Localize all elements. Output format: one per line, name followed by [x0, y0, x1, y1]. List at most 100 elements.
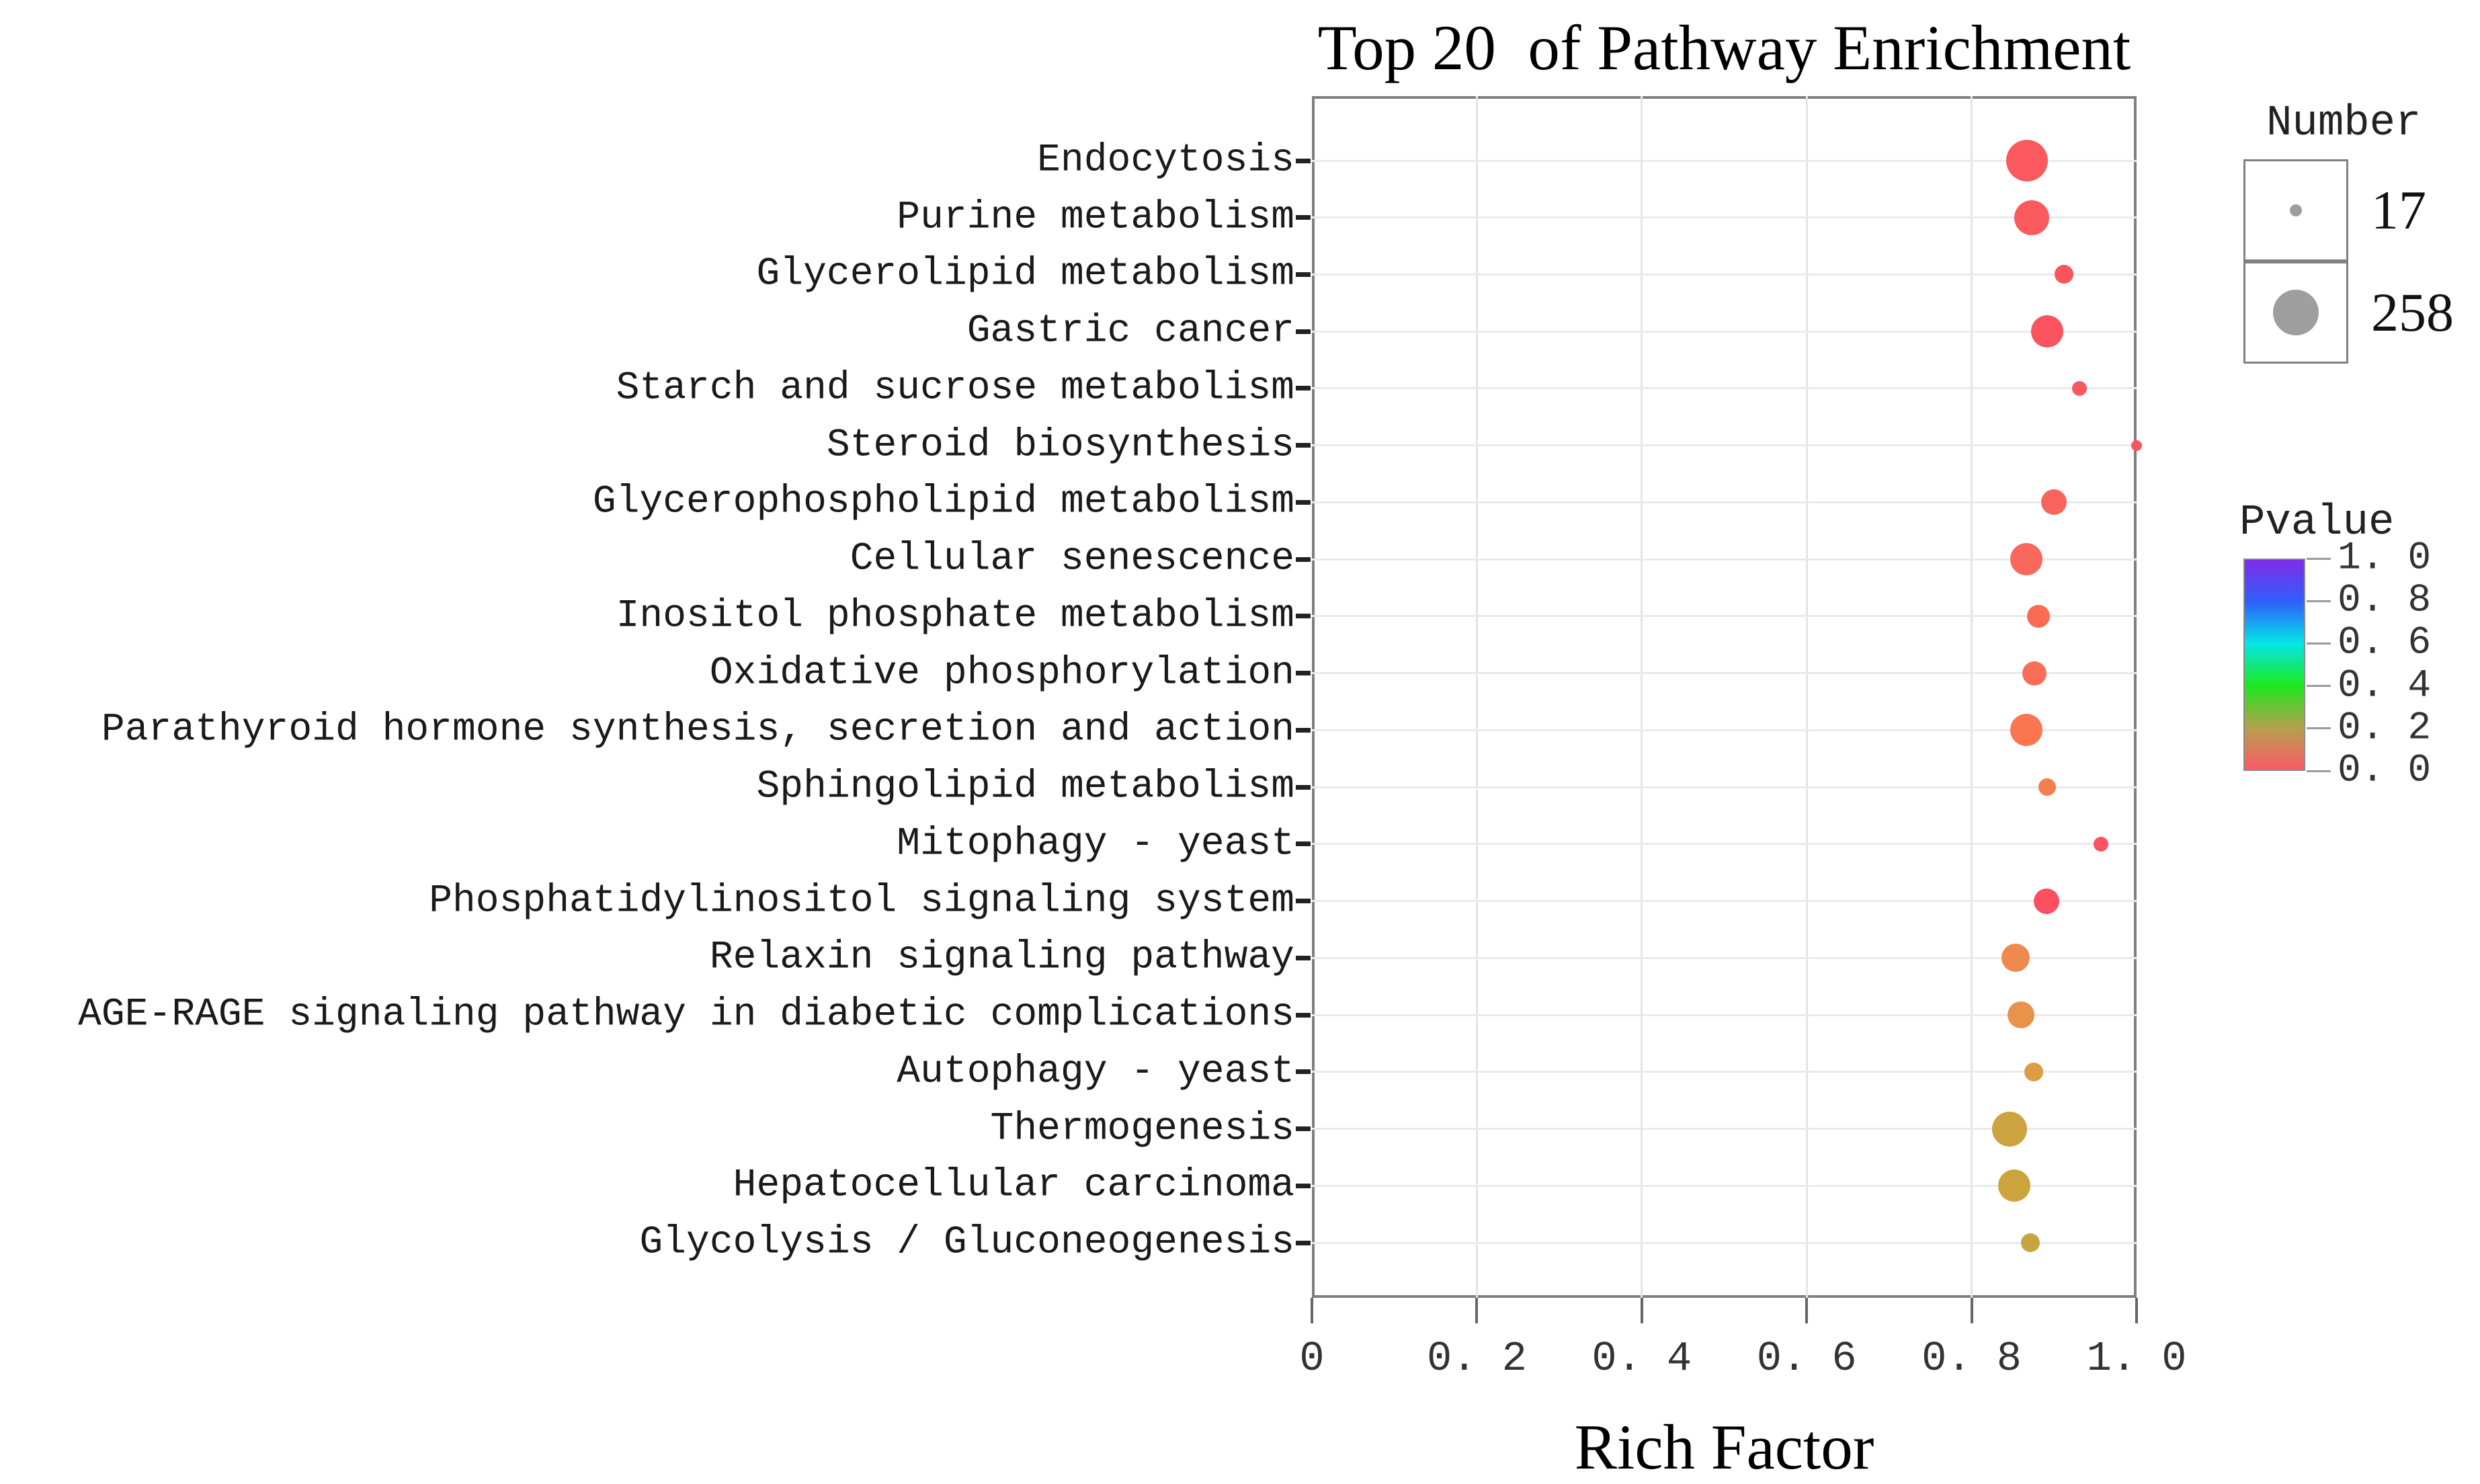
x-axis-tick-label: 0. 6 [1756, 1335, 1857, 1383]
data-dot [2055, 265, 2074, 284]
pvalue-tick [2307, 685, 2331, 688]
x-axis-tick-label: 0. 8 [1921, 1335, 2022, 1383]
y-axis-tick [1296, 158, 1311, 163]
legend-number-box [2243, 159, 2348, 261]
pvalue-tick [2307, 770, 2331, 772]
y-axis-tick [1296, 614, 1311, 619]
y-axis-tick [1296, 272, 1311, 277]
y-axis-tick [1296, 1069, 1311, 1075]
data-dot [2010, 543, 2042, 576]
grid-line-horizontal [1312, 615, 2137, 618]
x-axis-tick [1970, 1298, 1973, 1323]
legend-number-title: Number [2266, 99, 2422, 148]
x-axis-tick-label: 0. 2 [1426, 1335, 1527, 1383]
data-dot [2131, 440, 2142, 451]
grid-line-vertical [1805, 96, 1808, 1298]
pathway-label: Cellular senescence [850, 537, 1294, 581]
data-dot [2024, 1062, 2043, 1081]
pvalue-tick-label: 1. 0 [2338, 536, 2432, 581]
grid-line-horizontal [1312, 159, 2137, 162]
legend-number-value: 258 [2371, 282, 2454, 343]
grid-line-horizontal [1312, 1184, 2137, 1187]
y-axis-tick [1296, 443, 1311, 448]
data-dot [1992, 1111, 2028, 1147]
pvalue-tick-label: 0. 0 [2338, 749, 2432, 793]
legend-number-box [2243, 261, 2348, 364]
y-axis-tick [1296, 1183, 1311, 1188]
grid-line-horizontal [1312, 330, 2137, 333]
data-dot [2006, 140, 2048, 181]
pvalue-tick-label: 0. 4 [2338, 664, 2432, 708]
pathway-label: Inositol phosphate metabolism [616, 594, 1294, 638]
x-axis-tick [1475, 1298, 1479, 1323]
pvalue-tick [2307, 727, 2331, 730]
plot-panel [1312, 96, 2137, 1298]
pvalue-colorbar [2243, 559, 2305, 771]
grid-line-horizontal [1312, 729, 2137, 731]
pvalue-tick [2307, 642, 2331, 645]
y-axis-tick [1296, 329, 1311, 334]
data-dot [2008, 1001, 2035, 1029]
data-dot [2014, 200, 2050, 235]
pathway-label: Mitophagy - yeast [897, 822, 1294, 866]
x-axis-tick [1640, 1298, 1643, 1323]
pathway-label: Phosphatidylinositol signaling system [429, 879, 1294, 923]
pvalue-tick [2307, 600, 2331, 602]
pathway-label: Glycerophospholipid metabolism [592, 480, 1294, 524]
legend-number-dot [2290, 204, 2302, 216]
grid-line-horizontal [1312, 786, 2137, 788]
pvalue-tick-label: 0. 2 [2338, 706, 2432, 751]
pathway-label: Purine metabolism [897, 196, 1294, 240]
pathway-label: Relaxin signaling pathway [709, 936, 1294, 980]
y-axis-tick [1296, 784, 1311, 790]
pathway-label: Hepatocellular carcinoma [733, 1163, 1294, 1208]
pathway-label: Starch and sucrose metabolism [616, 366, 1294, 411]
legend-number-dot [2273, 290, 2319, 335]
x-axis-tick [1805, 1298, 1809, 1323]
grid-line-horizontal [1312, 444, 2137, 447]
data-dot [2038, 778, 2057, 796]
x-axis-tick-label: 1. 0 [2086, 1335, 2187, 1383]
y-axis-tick [1296, 1126, 1311, 1132]
x-axis-title: Rich Factor [1574, 1411, 1874, 1483]
pathway-label: AGE-RAGE signaling pathway in diabetic c… [78, 993, 1294, 1037]
grid-line-horizontal [1312, 843, 2137, 846]
x-axis-tick-label: 0 [1299, 1335, 1325, 1383]
grid-line-horizontal [1312, 387, 2137, 390]
grid-line-horizontal [1312, 1014, 2137, 1016]
y-axis-tick [1296, 899, 1311, 904]
data-dot [2001, 944, 2030, 973]
grid-line-horizontal [1312, 273, 2137, 276]
y-axis-tick [1296, 727, 1311, 733]
pathway-label: Sphingolipid metabolism [756, 765, 1294, 809]
pvalue-tick [2307, 557, 2331, 560]
data-dot [2072, 380, 2088, 396]
legend-number-value: 17 [2371, 179, 2426, 241]
grid-line-horizontal [1312, 1241, 2137, 1244]
data-dot [2020, 1233, 2040, 1253]
x-axis-tick-label: 0. 4 [1592, 1335, 1692, 1383]
grid-line-horizontal [1312, 216, 2137, 219]
pathway-label: Steroid biosynthesis [826, 423, 1294, 468]
y-axis-tick [1296, 1012, 1311, 1018]
grid-line-vertical [1475, 96, 1478, 1298]
pathway-label: Thermogenesis [990, 1107, 1294, 1151]
x-axis-tick [2135, 1298, 2138, 1323]
data-dot [2034, 888, 2060, 914]
grid-line-vertical [1971, 96, 1973, 1298]
data-dot [2094, 836, 2109, 852]
y-axis-tick [1296, 841, 1311, 847]
pvalue-tick-label: 0. 8 [2338, 579, 2432, 623]
grid-line-horizontal [1312, 956, 2137, 959]
data-dot [2041, 489, 2067, 516]
grid-line-horizontal [1312, 1071, 2137, 1073]
grid-line-horizontal [1312, 501, 2137, 503]
x-axis-tick [1311, 1298, 1313, 1323]
pathway-label: Oxidative phosphorylation [709, 651, 1294, 696]
pvalue-tick-label: 0. 6 [2338, 621, 2432, 665]
legend-pvalue-title: Pvalue [2239, 499, 2395, 547]
grid-line-horizontal [1312, 900, 2137, 903]
pathway-label: Parathyroid hormone synthesis, secretion… [101, 708, 1294, 752]
chart-title: Top 20 of Pathway Enrichment [1317, 12, 2131, 83]
